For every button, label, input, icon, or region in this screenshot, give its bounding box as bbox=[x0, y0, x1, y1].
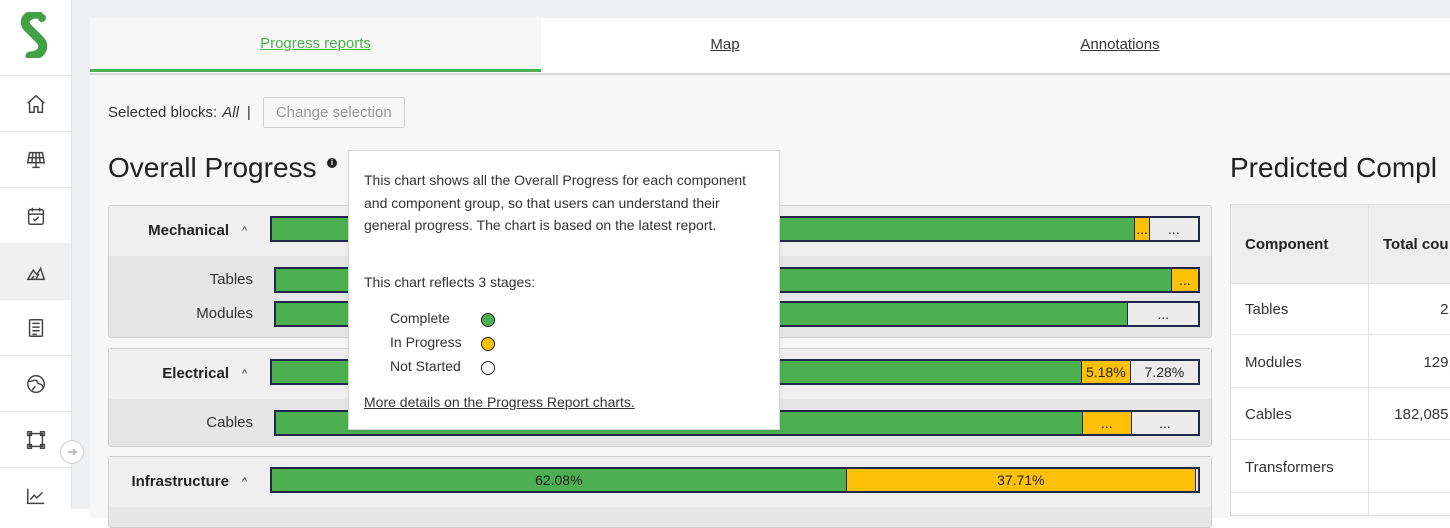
nav-schedule-button[interactable] bbox=[0, 187, 71, 243]
table-cell-component: Cables bbox=[1245, 406, 1292, 423]
frame-select-icon bbox=[26, 430, 45, 449]
bar-segment-not-started[interactable]: ... bbox=[1130, 412, 1198, 434]
row-divider bbox=[1231, 283, 1450, 284]
table-cell-component: Tables bbox=[1245, 301, 1289, 318]
group-label-mechanical: Mechanical bbox=[148, 222, 229, 239]
legend-in-progress: In Progress bbox=[390, 334, 462, 350]
table-cell-component: Modules bbox=[1245, 354, 1302, 371]
legend-dot-in-progress bbox=[481, 337, 495, 351]
progress-report-details-link[interactable]: More details on the Progress Report char… bbox=[364, 394, 635, 410]
nav-analytics-button[interactable] bbox=[0, 467, 71, 523]
legend-complete: Complete bbox=[390, 310, 450, 326]
column-header-total-count[interactable]: Total cou bbox=[1369, 205, 1450, 283]
group-label-infrastructure: Infrastructure bbox=[131, 473, 229, 490]
bar-segment-in-progress[interactable]: ... bbox=[1170, 269, 1198, 291]
selected-blocks-label: Selected blocks: bbox=[108, 103, 218, 121]
home-icon bbox=[26, 94, 45, 113]
app-logo[interactable] bbox=[18, 12, 50, 58]
chart-info-tooltip: This chart shows all the Overall Progres… bbox=[348, 150, 780, 430]
group-label-electrical: Electrical bbox=[162, 365, 229, 382]
nav-annotate-button[interactable] bbox=[0, 411, 71, 467]
selected-blocks-value: All bbox=[222, 103, 239, 121]
bar-segment-complete[interactable]: 62.08% bbox=[272, 469, 846, 491]
collapse-caret-icon[interactable]: ^ bbox=[242, 476, 248, 488]
legend-dot-complete bbox=[481, 313, 495, 327]
tab-progress-reports[interactable]: Progress reports bbox=[90, 18, 541, 72]
legend-not-started: Not Started bbox=[390, 358, 461, 374]
table-cell-total: 129,9 bbox=[1423, 354, 1450, 371]
tab-bar: Progress reports Map Annotations bbox=[90, 18, 1450, 75]
arrow-right-circle-icon bbox=[68, 448, 78, 456]
row-divider bbox=[1231, 387, 1450, 388]
tab-annotations[interactable]: Annotations bbox=[1080, 36, 1160, 53]
tooltip-description: This chart shows all the Overall Progres… bbox=[364, 172, 747, 233]
legend-label: In Progress bbox=[390, 334, 462, 350]
progress-bar-infrastructure[interactable]: 62.08% 37.71% bbox=[270, 467, 1200, 493]
progress-chart-icon bbox=[25, 266, 45, 280]
nav-map-button[interactable] bbox=[0, 355, 71, 411]
bar-segment-in-progress[interactable]: ... bbox=[1081, 412, 1131, 434]
bar-segment-not-started[interactable]: 7.28% bbox=[1129, 361, 1198, 383]
collapse-caret-icon[interactable]: ^ bbox=[242, 368, 248, 380]
bar-segment-in-progress[interactable]: ... bbox=[1134, 218, 1149, 240]
table-cell-total: 2,4 bbox=[1440, 301, 1450, 318]
row-divider bbox=[1231, 334, 1450, 335]
legend-dot-not-started bbox=[481, 361, 495, 375]
tooltip-stages-intro: This chart reflects 3 stages: bbox=[364, 274, 536, 290]
row-divider bbox=[1231, 439, 1450, 440]
solar-panel-icon bbox=[26, 151, 45, 168]
bar-segment-not-started[interactable] bbox=[1195, 469, 1198, 491]
legend-label: Complete bbox=[390, 310, 450, 326]
component-label-tables: Tables bbox=[209, 271, 253, 288]
bar-segment-in-progress[interactable]: 37.71% bbox=[845, 469, 1196, 491]
nav-home-button[interactable] bbox=[0, 75, 71, 131]
column-header-component[interactable]: Component bbox=[1231, 205, 1368, 283]
component-label-cables: Cables bbox=[206, 414, 253, 431]
nav-reports-button[interactable] bbox=[0, 299, 71, 355]
predicted-completion-table: Component Total cou Tables 2,4 Modules 1… bbox=[1230, 204, 1450, 516]
selection-separator: | bbox=[246, 103, 251, 121]
bar-segment-in-progress[interactable]: 5.18% bbox=[1080, 361, 1130, 383]
block-selection-row: Selected blocks: All | Change selection bbox=[108, 96, 405, 128]
document-list-icon bbox=[28, 318, 43, 337]
sidebar-collapse-button[interactable] bbox=[60, 440, 84, 464]
component-label-modules: Modules bbox=[196, 305, 253, 322]
calendar-check-icon bbox=[27, 207, 44, 225]
collapse-caret-icon[interactable]: ^ bbox=[242, 225, 248, 237]
overall-progress-title: Overall Progress bbox=[108, 152, 317, 183]
nav-solar-button[interactable] bbox=[0, 131, 71, 187]
change-selection-button[interactable]: Change selection bbox=[262, 96, 405, 128]
globe-icon bbox=[26, 374, 45, 393]
info-icon[interactable]: i bbox=[327, 158, 337, 168]
table-cell-total: 182,085.9 bbox=[1394, 406, 1450, 423]
predicted-completion-title: Predicted Compl bbox=[1230, 152, 1437, 183]
table-cell-component: Transformers bbox=[1245, 459, 1334, 476]
bar-segment-not-started[interactable]: ... bbox=[1127, 303, 1198, 325]
legend-label: Not Started bbox=[390, 358, 461, 374]
bar-segment-not-started[interactable]: ... bbox=[1148, 218, 1198, 240]
column-divider bbox=[1368, 205, 1369, 515]
line-chart-icon bbox=[26, 488, 44, 504]
tab-map[interactable]: Map bbox=[710, 36, 740, 53]
row-divider bbox=[1231, 492, 1450, 493]
nav-progress-button[interactable] bbox=[0, 243, 71, 299]
